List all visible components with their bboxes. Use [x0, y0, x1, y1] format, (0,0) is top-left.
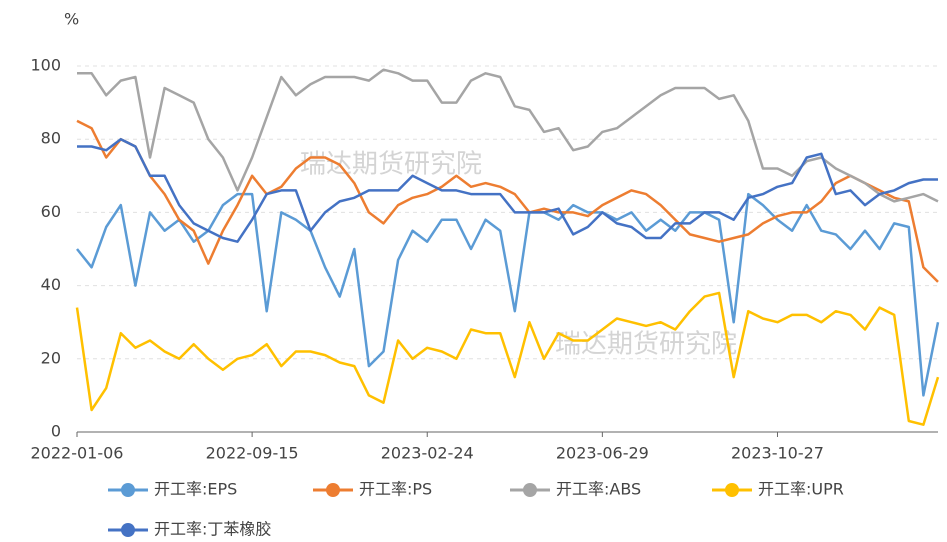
legend-label: 开工率:丁苯橡胶: [154, 520, 271, 539]
legend-label: 开工率:PS: [359, 480, 432, 499]
legend-label: 开工率:EPS: [154, 480, 237, 499]
legend-marker: [725, 483, 739, 497]
y-tick-label: 60: [41, 202, 61, 221]
y-tick-label: 20: [41, 348, 61, 367]
series-line: [77, 68, 939, 203]
legend-label: 开工率:UPR: [758, 480, 844, 499]
y-tick-label: 40: [41, 275, 61, 294]
y-unit: %: [64, 10, 79, 29]
y-tick-label: 0: [51, 422, 61, 441]
legend-label: 开工率:ABS: [556, 480, 641, 499]
x-tick-label: 2022-01-06: [31, 444, 124, 463]
watermark: 瑞达期货研究院: [555, 330, 737, 360]
legend-marker: [121, 483, 135, 497]
legend-marker: [326, 483, 340, 497]
legend-marker: [121, 523, 135, 537]
legend-marker: [523, 483, 537, 497]
series-line: [77, 137, 938, 243]
y-tick-label: 80: [41, 129, 61, 148]
x-tick-label: 2022-09-15: [206, 444, 299, 463]
series-line: [75, 291, 940, 426]
x-tick-label: 2023-10-27: [731, 444, 824, 463]
y-tick-label: 100: [30, 56, 61, 75]
x-tick-label: 2023-06-29: [556, 444, 649, 463]
series-line: [76, 192, 940, 397]
x-tick-label: 2023-02-24: [381, 444, 474, 463]
watermark: 瑞达期货研究院: [300, 150, 482, 180]
